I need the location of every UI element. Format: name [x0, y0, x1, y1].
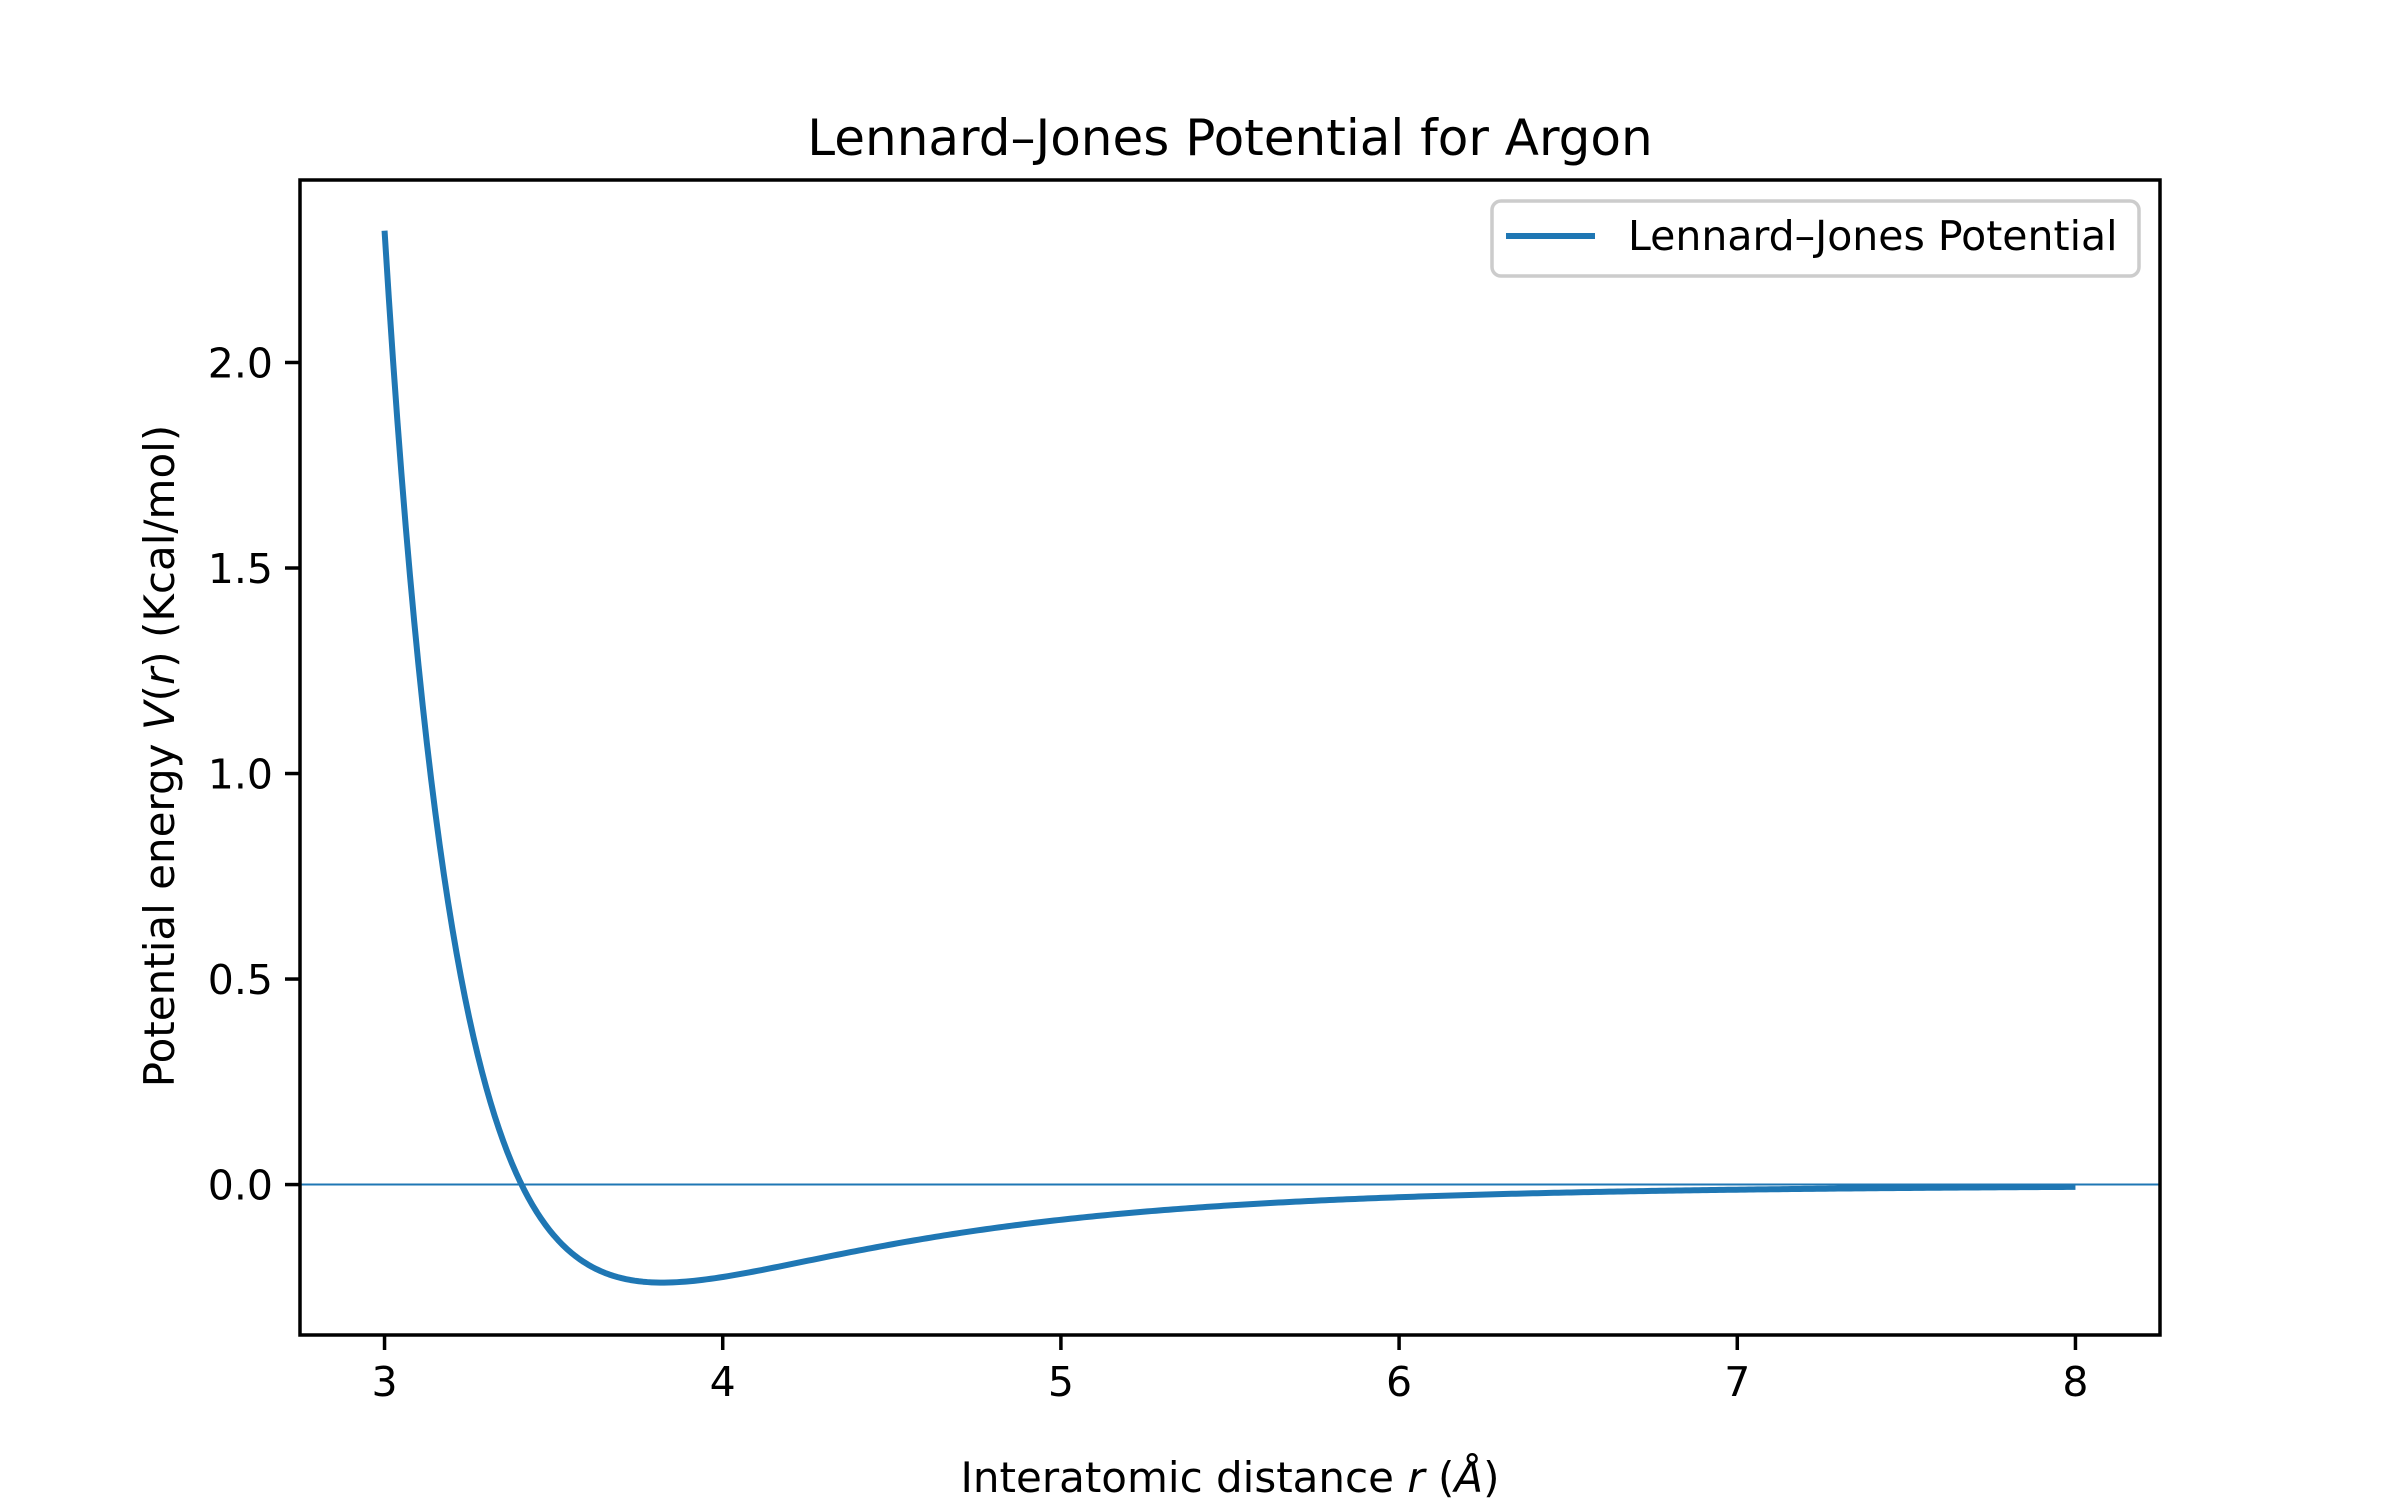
x-axis-ticks: 3 4 5 6 7 8 — [371, 1335, 2089, 1406]
x-tick-label: 4 — [710, 1358, 736, 1406]
y-axis-ticks: 0.0 0.5 1.0 1.5 2.0 — [208, 339, 300, 1210]
legend-label: Lennard–Jones Potential — [1628, 212, 2118, 260]
y-axis-label: Potential energy V(r) (Kcal/mol) — [135, 425, 184, 1087]
y-tick-label: 0.5 — [208, 956, 273, 1004]
legend: Lennard–Jones Potential — [1490, 199, 2141, 278]
series-line — [381, 230, 2076, 1286]
x-tick-label: 3 — [371, 1358, 397, 1406]
y-tick-label: 1.5 — [208, 545, 273, 593]
x-tick-label: 8 — [2062, 1358, 2088, 1406]
plot-area — [298, 178, 2162, 1337]
x-tick-label: 7 — [1724, 1358, 1750, 1406]
y-tick-label: 2.0 — [208, 339, 273, 387]
axes-background — [300, 180, 2160, 1335]
chart-title: Lennard–Jones Potential for Argon — [807, 109, 1652, 167]
series-layer — [381, 230, 2076, 1286]
axes-frame — [298, 178, 2162, 1337]
x-tick-label: 5 — [1048, 1358, 1074, 1406]
legend-frame — [1490, 199, 2141, 278]
y-tick-label: 0.0 — [208, 1162, 273, 1210]
x-tick-label: 6 — [1386, 1358, 1412, 1406]
x-axis-label: Interatomic distance r (Å) — [961, 1452, 1500, 1500]
y-tick-label: 1.0 — [208, 751, 273, 799]
